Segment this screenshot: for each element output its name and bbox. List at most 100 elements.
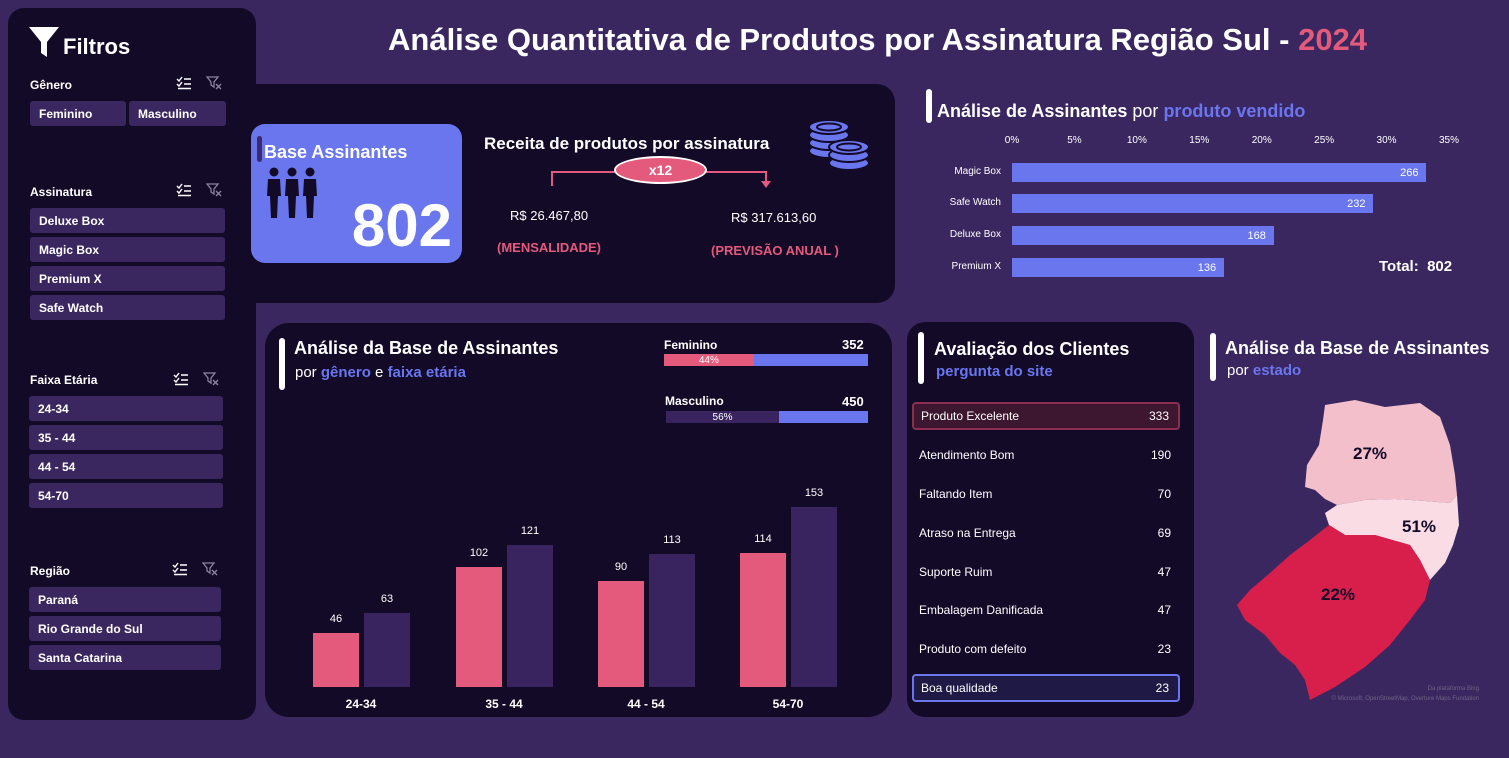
rating-row[interactable]: Produto Excelente 333 (912, 402, 1180, 430)
masculino-split-bar: 56% (666, 411, 868, 423)
map-credit-2: © Microsoft, OpenStreetMap, Overture Map… (1331, 696, 1479, 702)
multi-select-icon[interactable] (173, 372, 189, 386)
column-bar[interactable] (649, 554, 695, 687)
column-value-label: 63 (380, 592, 394, 605)
column-bar[interactable] (456, 567, 502, 687)
column-bar[interactable] (598, 581, 644, 687)
rating-row[interactable]: Atendimento Bom 190 (912, 441, 1180, 469)
column-bar[interactable] (740, 552, 786, 687)
column-bar[interactable] (364, 612, 410, 687)
rating-label: Produto com defeito (919, 642, 1027, 656)
base-assinantes-value: 802 (351, 192, 452, 259)
multiplier-badge: x12 (614, 156, 707, 184)
map-santa-catarina[interactable] (1325, 495, 1459, 580)
column-bar[interactable] (313, 632, 359, 687)
rating-label: Produto Excelente (921, 409, 1020, 423)
rating-row[interactable]: Atraso na Entrega 69 (912, 519, 1180, 547)
produto-total: Total: 802 (1379, 258, 1452, 275)
bar-premium-x[interactable] (1012, 258, 1224, 277)
map-pct-sc: 51% (1402, 517, 1437, 536)
bar-value-label: 136 (1197, 262, 1217, 274)
base-sub-a: por (295, 364, 321, 381)
filter-assinatura-deluxe-box[interactable]: Deluxe Box (30, 208, 225, 233)
mapa-sub-a: por (1227, 362, 1253, 379)
avaliacao-title: Avaliação dos Clientes (934, 339, 1130, 359)
mapa-subtitle: por estado (1227, 362, 1301, 379)
x-tick-label: 20% (1251, 135, 1272, 146)
map-rio-grande-do-sul[interactable] (1237, 525, 1430, 700)
clear-filter-icon[interactable] (206, 76, 222, 90)
base-chart-subtitle: por gênero e faixa etária (295, 364, 466, 381)
feminino-fill: 44% (664, 354, 754, 366)
rating-value: 47 (1157, 603, 1171, 617)
page-title-main: Análise Quantitativa de Produtos por Ass… (388, 22, 1299, 57)
filter-genero-masculino[interactable]: Masculino (129, 101, 226, 126)
rating-row[interactable]: Embalagem Danificada 47 (912, 596, 1180, 624)
feminino-label: Feminino (664, 338, 718, 352)
feminino-count: 352 (842, 337, 864, 352)
anual-value: R$ 317.613,60 (731, 210, 817, 225)
column-bar[interactable] (507, 544, 553, 687)
rating-row[interactable]: Suporte Ruim 47 (912, 558, 1180, 586)
people-icon (267, 167, 317, 218)
filter-genero-label: Gênero (30, 78, 73, 92)
rating-value: 69 (1157, 526, 1171, 540)
filter-genero-feminino[interactable]: Feminino (30, 101, 126, 126)
base-assinantes-card: Base Assinantes 802 (251, 124, 462, 263)
filter-faixa-54-70[interactable]: 54-70 (29, 483, 223, 508)
multi-select-icon[interactable] (176, 76, 192, 90)
clear-filter-icon[interactable] (206, 183, 222, 197)
map-parana[interactable] (1305, 400, 1457, 505)
filter-faixa-44-54[interactable]: 44 - 54 (29, 454, 223, 479)
x-category-label: 44 - 54 (627, 697, 665, 711)
bar-category-label: Premium X (951, 261, 1001, 272)
bar-category-label: Safe Watch (949, 197, 1001, 208)
rating-label: Atraso na Entrega (919, 526, 1016, 540)
bar-safe-watch[interactable] (1012, 194, 1374, 213)
filter-regiao-label: Região (30, 564, 71, 578)
produto-total-value: 802 (1427, 258, 1453, 275)
avaliacao-subtitle: pergunta do site (936, 363, 1053, 380)
filter-regiao-rio-grande-do-sul[interactable]: Rio Grande do Sul (29, 616, 221, 641)
column-bar[interactable] (791, 507, 837, 687)
column-value-label: 153 (804, 487, 824, 499)
x-tick-label: 5% (1067, 135, 1082, 146)
rating-row[interactable]: Faltando Item 70 (912, 480, 1180, 508)
mensal-value: R$ 26.467,80 (510, 208, 589, 223)
filter-assinatura-premium-x[interactable]: Premium X (30, 266, 225, 291)
rating-row[interactable]: Boa qualidade 23 (912, 674, 1180, 702)
column-value-label: 102 (469, 547, 489, 559)
masculino-pct: 56% (712, 411, 733, 423)
clear-filter-icon[interactable] (203, 372, 219, 386)
bar-deluxe-box[interactable] (1012, 226, 1274, 245)
bar-value-label: 168 (1247, 230, 1266, 242)
base-assinantes-label: Base Assinantes (264, 142, 408, 162)
coins-icon (808, 119, 870, 171)
rating-value: 70 (1157, 487, 1171, 501)
bar-magic-box[interactable] (1012, 163, 1427, 182)
funnel-icon (29, 27, 59, 57)
filters-sidebar: Filtros Gênero Feminino Masculino Assina… (8, 8, 256, 720)
multi-select-icon[interactable] (172, 562, 188, 576)
produto-chart-title: Análise de Assinantes por produto vendid… (937, 101, 1305, 122)
rating-label: Atendimento Bom (919, 448, 1015, 462)
filter-assinatura-magic-box[interactable]: Magic Box (30, 237, 225, 262)
multi-select-icon[interactable] (176, 183, 192, 197)
bar-category-label: Deluxe Box (949, 229, 1001, 240)
x-tick-label: 0% (1004, 135, 1020, 146)
filter-faixa-35-44[interactable]: 35 - 44 (29, 425, 223, 450)
filter-faixa-24-34[interactable]: 24-34 (29, 396, 223, 421)
map-pct-pr: 27% (1353, 444, 1388, 463)
x-tick-label: 25% (1314, 135, 1335, 146)
filter-regiao-parana[interactable]: Paraná (29, 587, 221, 612)
rating-row[interactable]: Produto com defeito 23 (912, 635, 1180, 663)
column-value-label: 113 (663, 534, 681, 547)
clear-filter-icon[interactable] (202, 562, 218, 576)
produto-title-c: produto vendido (1163, 101, 1306, 121)
filter-assinatura-safe-watch[interactable]: Safe Watch (30, 295, 225, 320)
rating-label: Embalagem Danificada (919, 603, 1044, 617)
filter-regiao-santa-catarina[interactable]: Santa Catarina (29, 645, 221, 670)
produto-total-label: Total: (1379, 258, 1419, 275)
column-value-label: 121 (520, 524, 540, 537)
filter-faixa-label: Faixa Etária (30, 373, 98, 387)
